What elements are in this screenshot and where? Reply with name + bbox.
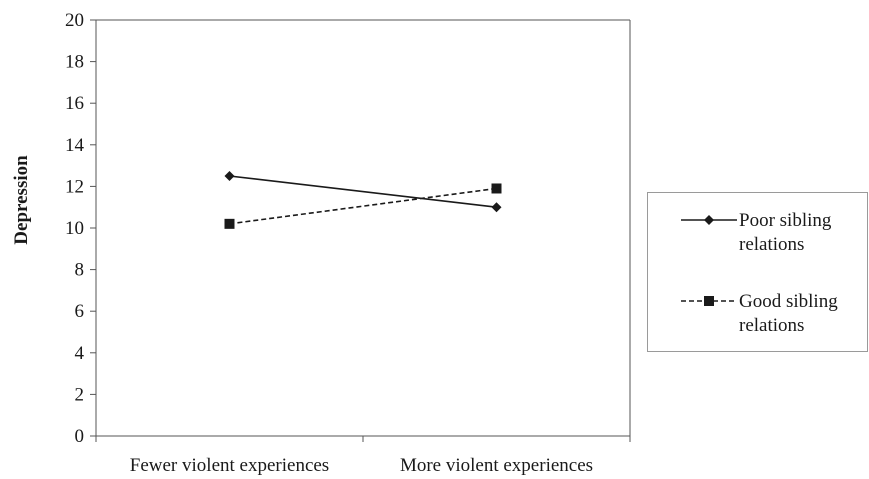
y-tick-label: 6 xyxy=(75,301,85,322)
legend-marker xyxy=(704,296,714,306)
square-marker xyxy=(224,218,235,229)
legend-items: Poor sibling relations Good sibling relatio… xyxy=(681,210,838,336)
series-line xyxy=(229,187,497,225)
diamond-marker xyxy=(224,171,235,181)
legend: Poor sibling relations Good sibling relatio… xyxy=(647,192,868,352)
series-2 xyxy=(224,183,502,229)
y-tick-label: 20 xyxy=(65,10,84,31)
y-tick-label: 4 xyxy=(75,343,85,364)
chart-axes xyxy=(95,19,631,442)
x-category-label: Fewer violent experiences xyxy=(130,455,329,476)
series-line xyxy=(229,175,497,208)
legend-label: relations xyxy=(739,234,804,255)
y-axis-ticks: 0 2 4 6 8 10 12 14 16 18 20 xyxy=(65,10,96,447)
y-tick-label: 0 xyxy=(75,426,85,447)
legend-marker xyxy=(704,215,714,225)
y-tick-label: 14 xyxy=(65,135,85,156)
y-tick-label: 16 xyxy=(65,93,84,114)
y-axis-label: Depression xyxy=(11,155,32,245)
y-tick-label: 2 xyxy=(75,384,85,405)
x-category-label: More violent experiences xyxy=(400,455,593,476)
y-tick-label: 12 xyxy=(65,176,84,197)
y-tick-label: 8 xyxy=(75,260,85,281)
y-tick-label: 18 xyxy=(65,52,84,73)
legend-label: Poor sibling xyxy=(739,210,832,231)
chart-series xyxy=(224,171,502,229)
legend-label: relations xyxy=(739,315,804,336)
x-axis-categories: Fewer violent experiences More violent ex… xyxy=(130,455,593,476)
legend-label: Good sibling xyxy=(739,291,838,312)
diamond-marker xyxy=(491,202,502,213)
y-tick-label: 10 xyxy=(65,218,84,239)
square-marker xyxy=(491,183,502,194)
series-1 xyxy=(224,171,502,213)
